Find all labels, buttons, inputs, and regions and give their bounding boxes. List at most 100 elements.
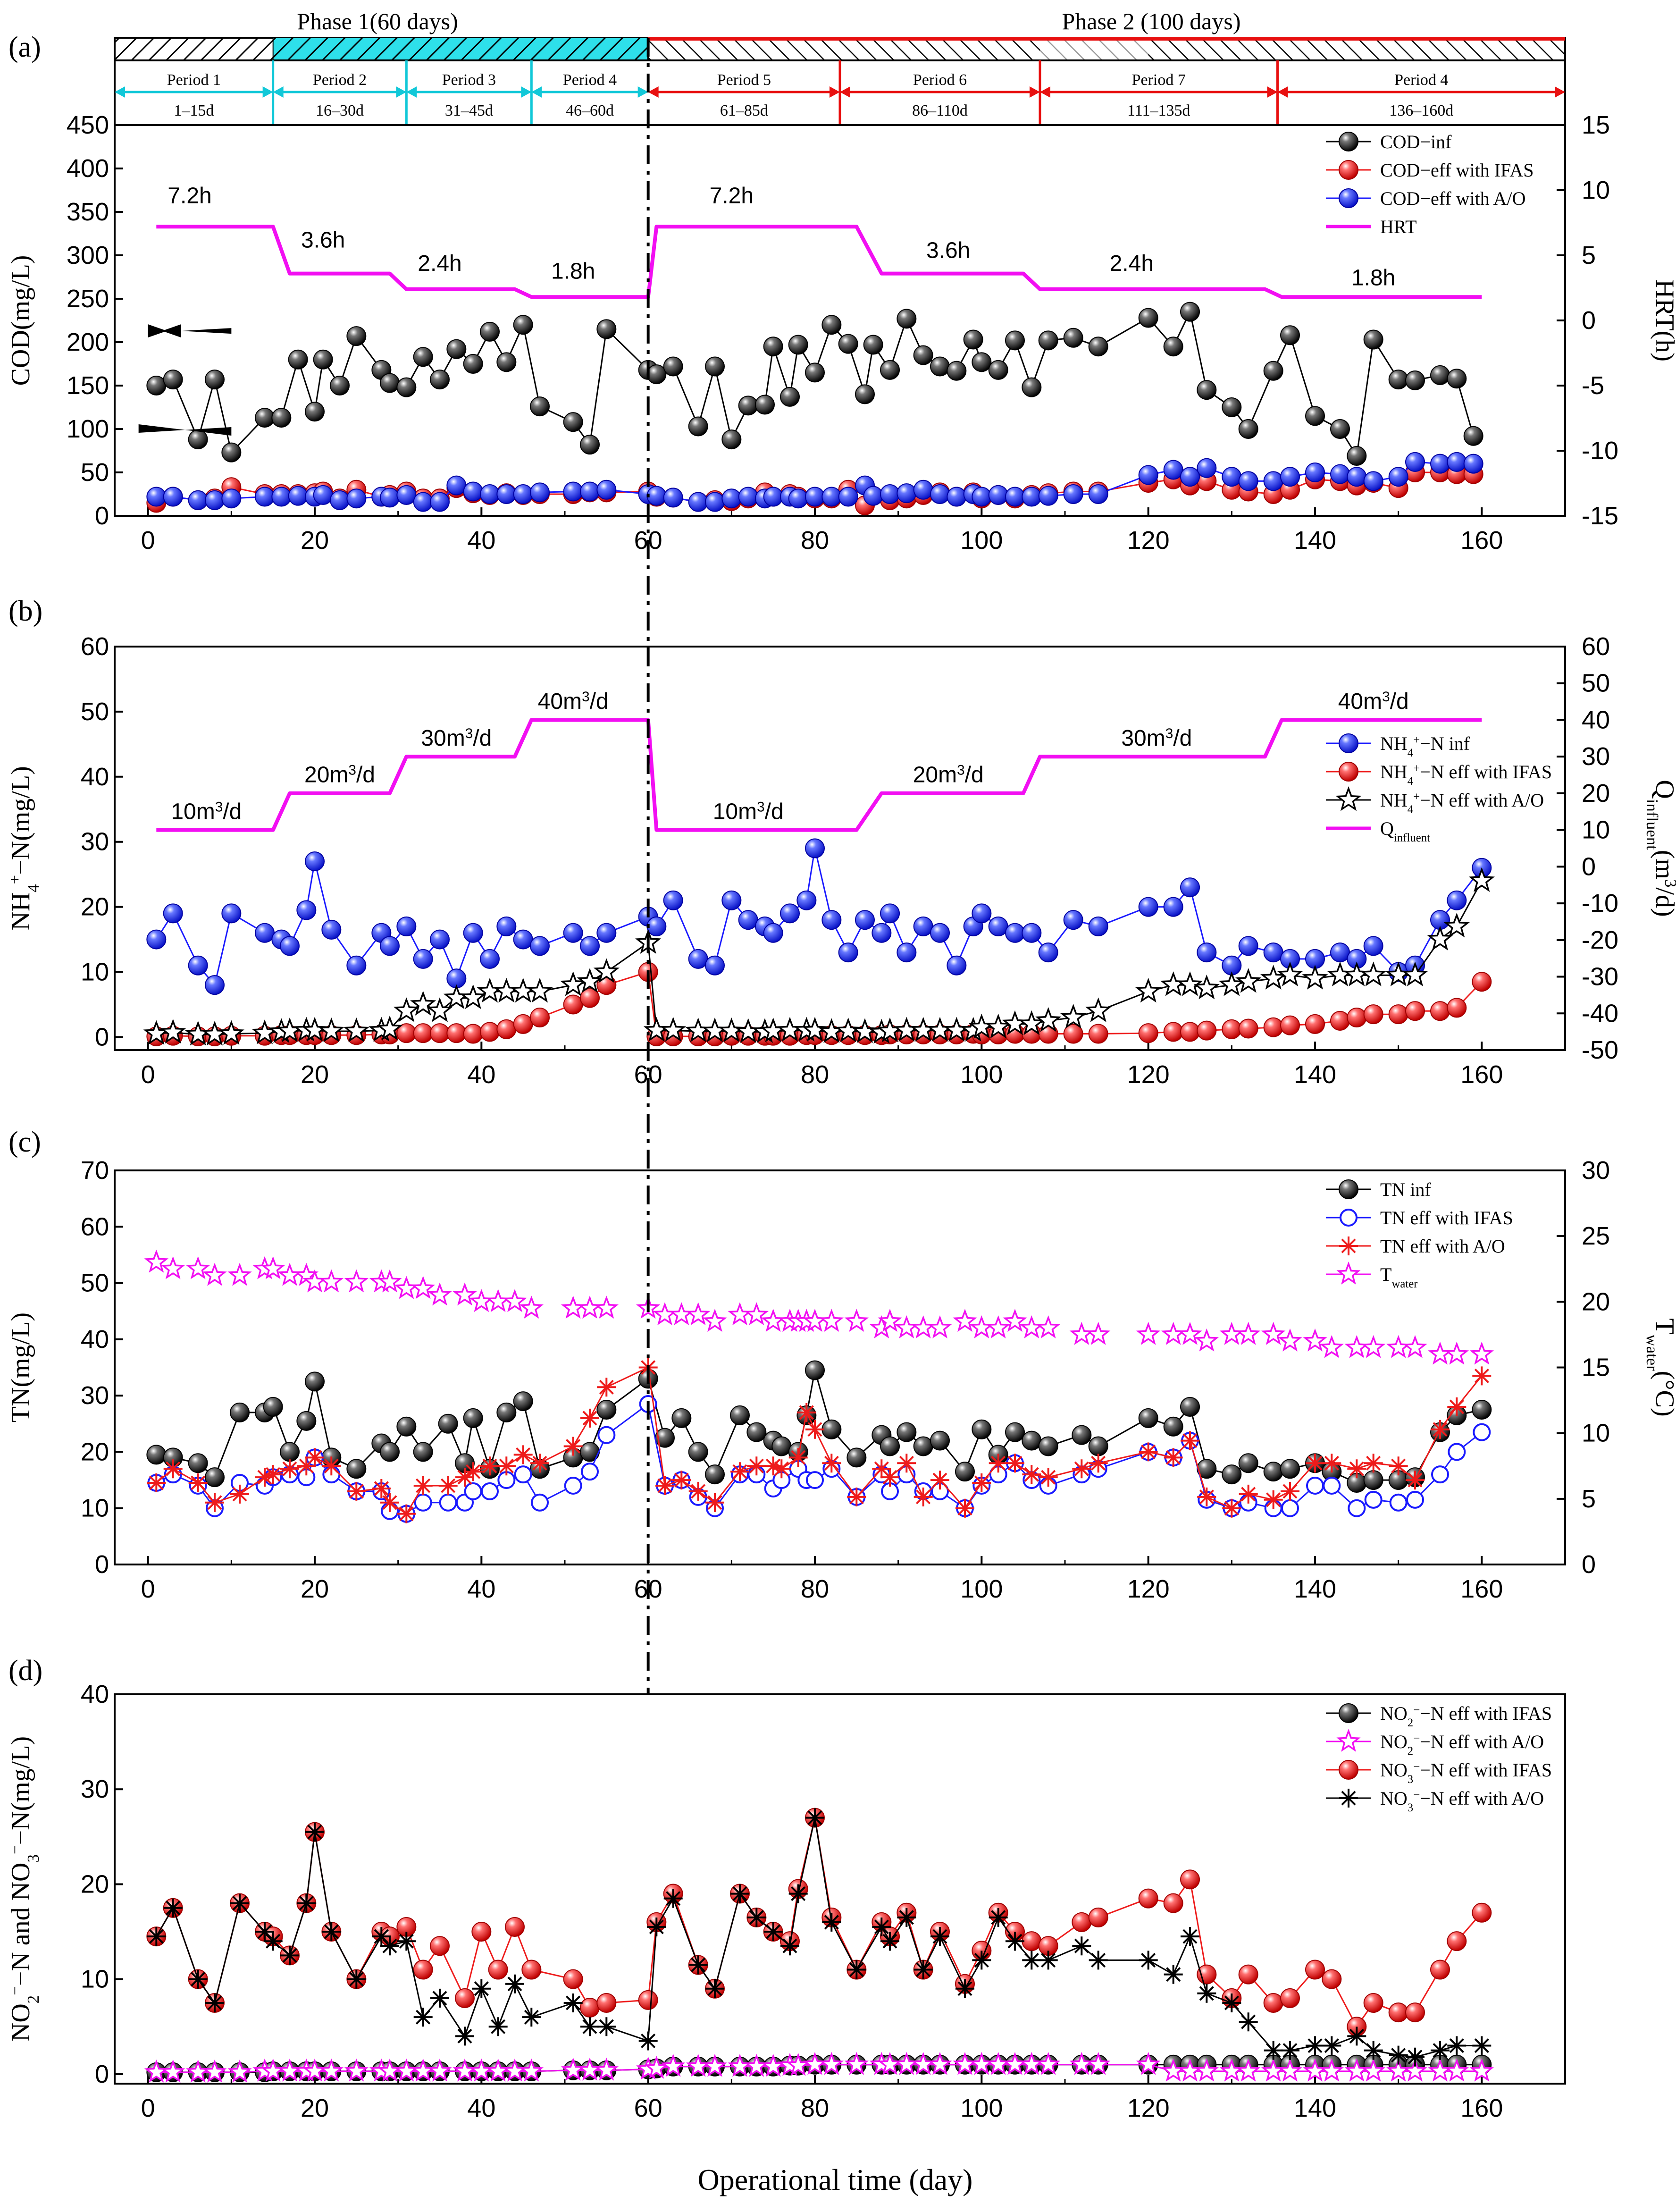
phase-1-bar-highlight	[272, 37, 649, 61]
data-point	[1431, 2041, 1450, 2060]
data-point	[1389, 1493, 1408, 1512]
period-arrow-head	[830, 86, 840, 98]
data-point	[1263, 1462, 1283, 1482]
data-point	[788, 1448, 808, 1467]
data-point	[788, 1884, 808, 1903]
data-point	[1363, 329, 1383, 350]
data-point	[580, 1408, 599, 1428]
y-tick-label: 300	[67, 241, 109, 269]
period-2: Period 2 16–30d	[272, 60, 407, 125]
data-point	[688, 416, 708, 437]
legend-label: COD−inf	[1380, 131, 1452, 152]
y-tick-label: 30	[81, 828, 109, 856]
x-tick-label: 160	[1460, 2094, 1503, 2122]
data-point	[730, 1462, 749, 1481]
data-point	[802, 1017, 828, 1042]
data-point	[1389, 2045, 1408, 2065]
series-line	[156, 1817, 1482, 2058]
data-point	[721, 488, 742, 509]
data-point	[1063, 910, 1083, 930]
x-tick-label: 20	[301, 526, 329, 555]
data-point	[1347, 446, 1367, 466]
legend-marker	[1339, 1179, 1358, 1199]
y2-tick-label: 15	[1582, 1354, 1610, 1382]
data-point	[230, 1402, 250, 1422]
data-point	[1361, 2058, 1386, 2082]
data-point	[1280, 467, 1300, 487]
data-point	[146, 929, 167, 950]
data-point	[596, 319, 617, 339]
data-point	[788, 335, 808, 355]
data-point	[1236, 1321, 1261, 1345]
x-tick-label: 80	[801, 2094, 829, 2122]
data-point	[1430, 1960, 1450, 1980]
data-point	[763, 1456, 783, 1476]
data-point	[205, 370, 225, 390]
data-point	[188, 1969, 208, 1989]
data-point	[972, 487, 992, 507]
data-point	[593, 958, 620, 983]
period-range: 61–85d	[720, 102, 768, 119]
data-point	[1280, 1459, 1300, 1479]
y2-tick-label: 10	[1582, 816, 1610, 844]
period-arrow-head	[1555, 86, 1565, 98]
y-tick-label: 60	[81, 1212, 109, 1241]
legend-label: TN eff with IFAS	[1380, 1207, 1513, 1228]
data-point	[446, 1023, 467, 1043]
data-point	[819, 1309, 844, 1332]
y-tick-label: 10	[81, 1965, 109, 1993]
data-point	[1163, 1416, 1183, 1437]
level-annotation: 30m3/d	[421, 725, 492, 751]
x-tick-label: 0	[141, 2094, 155, 2122]
y-tick-label: 0	[95, 1550, 109, 1579]
data-point	[455, 1988, 475, 2008]
level-annotation: 10m3/d	[713, 799, 784, 824]
data-point	[663, 1889, 683, 1908]
period-range: 1–15d	[174, 102, 214, 119]
data-point	[1060, 1004, 1087, 1029]
data-point	[913, 1436, 933, 1456]
data-point	[805, 1808, 824, 1827]
data-point	[638, 2031, 658, 2051]
data-point	[1063, 1024, 1083, 1044]
data-point	[480, 1022, 500, 1042]
data-point	[1197, 380, 1217, 400]
legend-label: TN inf	[1380, 1179, 1431, 1200]
data-point	[527, 977, 553, 1003]
data-point	[1472, 1399, 1492, 1420]
data-point	[446, 475, 467, 496]
data-point	[855, 384, 875, 404]
data-point	[1089, 1454, 1108, 1473]
y-tick-label: 350	[67, 198, 109, 226]
y2-tick-label: -30	[1582, 963, 1618, 991]
period-arrow-head	[396, 86, 407, 98]
y2-tick-label: 20	[1582, 779, 1610, 807]
data-point	[1088, 916, 1108, 936]
data-point	[305, 1371, 325, 1392]
data-point	[564, 1477, 582, 1495]
y2-axis-label: HRT(h)	[1650, 279, 1676, 362]
data-point	[372, 1927, 391, 1946]
data-point	[805, 838, 825, 858]
data-point	[1447, 890, 1467, 910]
data-point	[439, 1493, 457, 1512]
legend-label: NH4+−N eff with IFAS	[1380, 761, 1552, 788]
data-point	[1138, 1888, 1158, 1909]
y-tick-label: 400	[67, 154, 109, 183]
series-no3-n-eff-with-a-o	[147, 1808, 1492, 2067]
data-point	[1003, 1309, 1027, 1332]
data-point	[855, 910, 875, 930]
data-point	[205, 1993, 224, 2012]
period-arrow-head	[1040, 86, 1050, 98]
data-point	[1427, 925, 1453, 951]
data-point	[594, 1295, 619, 1319]
data-point	[838, 942, 858, 963]
data-point	[747, 1456, 766, 1476]
legend-label: COD−eff with A/O	[1380, 188, 1525, 209]
data-point	[493, 977, 520, 1003]
x-tick-label: 20	[301, 1575, 329, 1603]
data-point	[1086, 2052, 1111, 2075]
data-point	[844, 1309, 869, 1332]
